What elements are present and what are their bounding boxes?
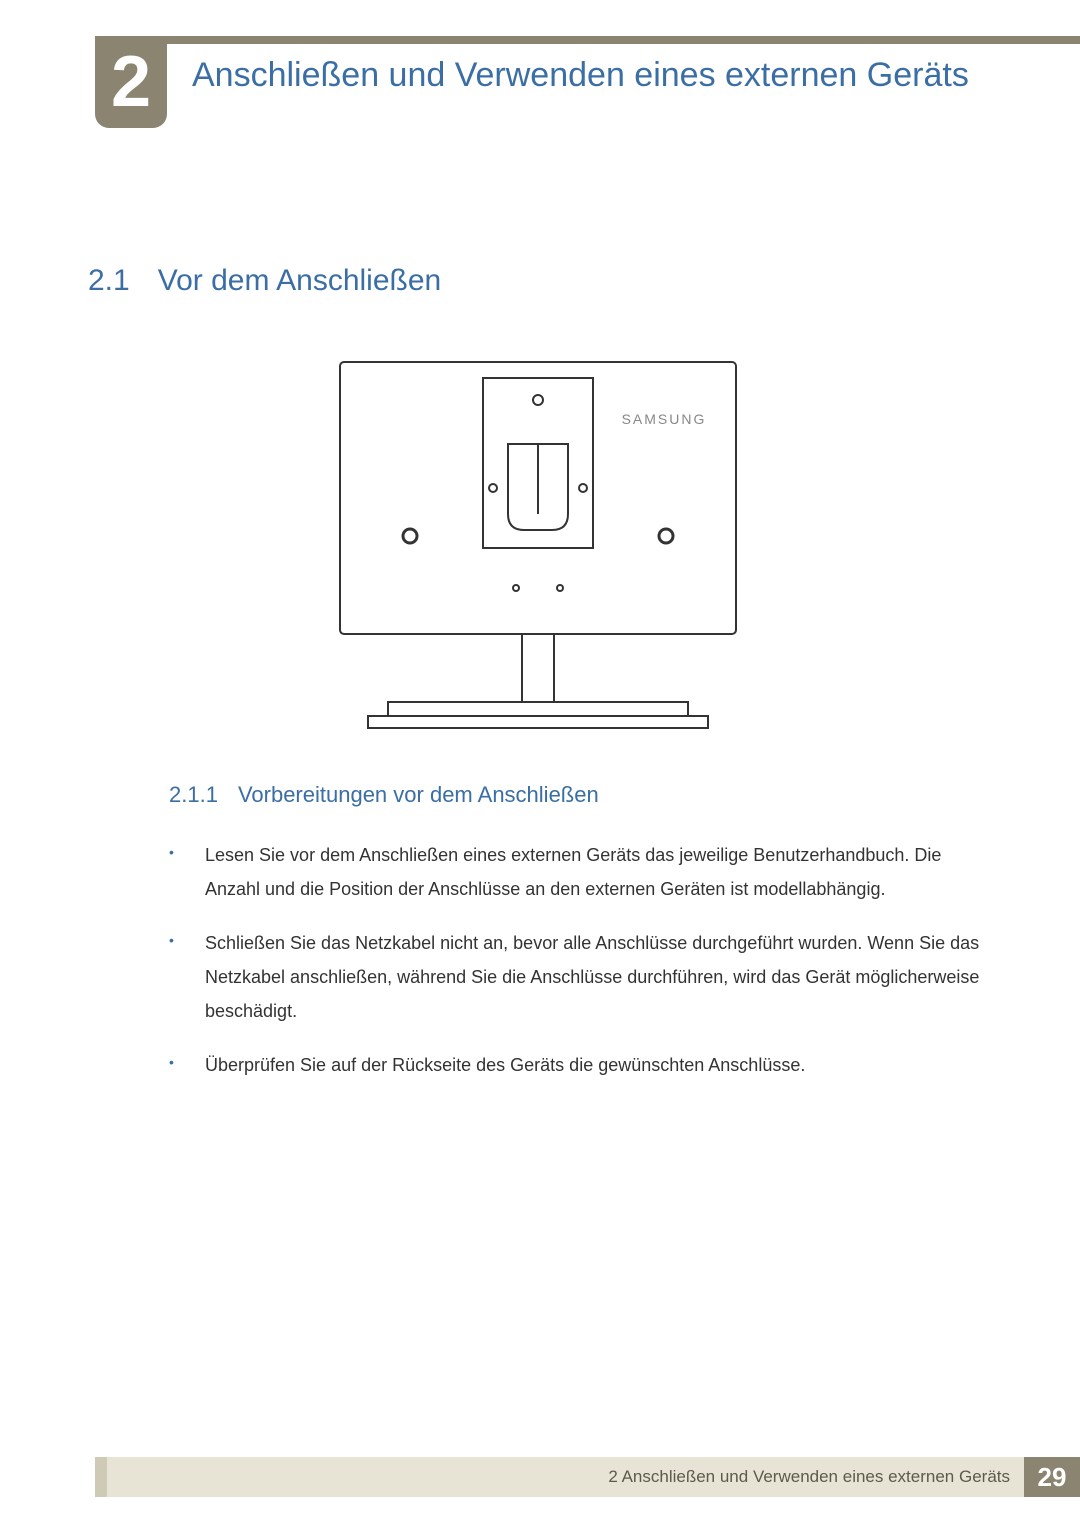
section-heading: 2.1 Vor dem Anschließen: [88, 264, 441, 298]
footer-bar: 2 Anschließen und Verwenden eines extern…: [95, 1457, 1080, 1497]
subsection-heading: 2.1.1 Vorbereitungen vor dem Anschließen: [169, 782, 599, 808]
bullet-text: Überprüfen Sie auf der Rückseite des Ger…: [205, 1048, 805, 1082]
bullet-text: Schließen Sie das Netzkabel nicht an, be…: [205, 926, 982, 1028]
top-accent-bar: [95, 36, 1080, 44]
footer-side-accent: [95, 1457, 107, 1497]
list-item: • Lesen Sie vor dem Anschließen eines ex…: [169, 838, 982, 906]
subsection-title: Vorbereitungen vor dem Anschließen: [238, 782, 599, 808]
bullet-list: • Lesen Sie vor dem Anschließen eines ex…: [169, 838, 982, 1102]
chapter-badge: 2: [95, 36, 167, 128]
bullet-icon: •: [169, 838, 179, 906]
section-number: 2.1: [88, 264, 130, 298]
list-item: • Schließen Sie das Netzkabel nicht an, …: [169, 926, 982, 1028]
monitor-back-figure: SAMSUNG: [338, 360, 738, 752]
chapter-number: 2: [111, 46, 151, 118]
subsection-number: 2.1.1: [169, 782, 218, 808]
footer-page-number: 29: [1024, 1457, 1080, 1497]
brand-text: SAMSUNG: [622, 411, 707, 427]
section-title: Vor dem Anschließen: [158, 264, 442, 298]
list-item: • Überprüfen Sie auf der Rückseite des G…: [169, 1048, 982, 1082]
bullet-icon: •: [169, 926, 179, 1028]
footer-text: 2 Anschließen und Verwenden eines extern…: [107, 1457, 1024, 1497]
bullet-text: Lesen Sie vor dem Anschließen eines exte…: [205, 838, 982, 906]
bullet-icon: •: [169, 1048, 179, 1082]
monitor-svg-icon: SAMSUNG: [338, 360, 738, 752]
chapter-title: Anschließen und Verwenden eines externen…: [192, 54, 1010, 97]
page: 2 Anschließen und Verwenden eines extern…: [0, 0, 1080, 1527]
